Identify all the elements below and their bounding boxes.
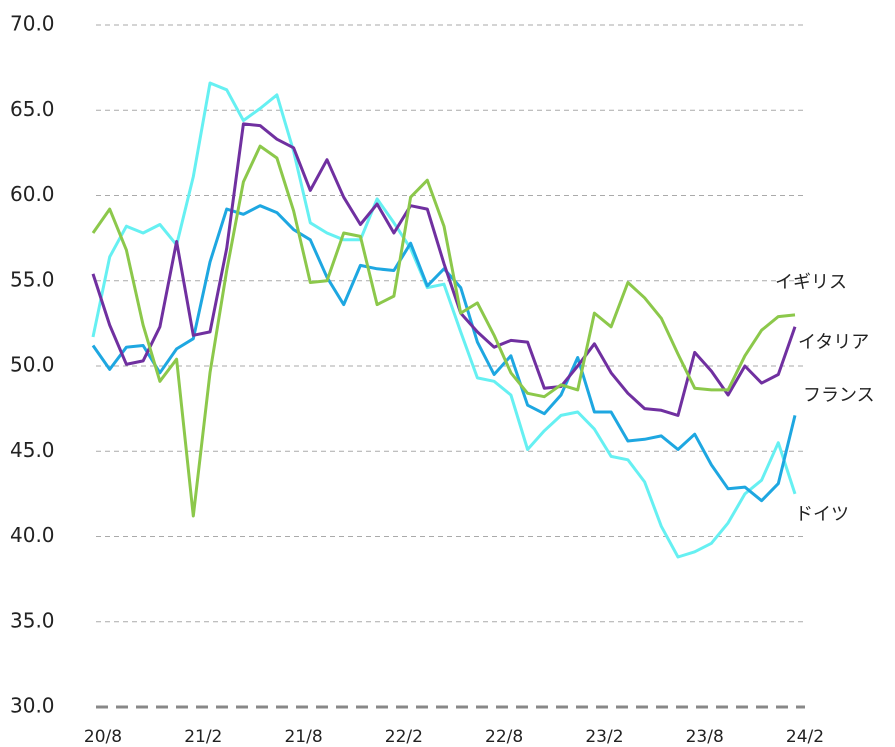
series-label: ドイツ <box>795 504 849 525</box>
y-tick-label: 65.0 <box>10 97 55 121</box>
series-line <box>91 122 797 417</box>
y-tick-label: 35.0 <box>10 608 55 632</box>
x-tick-label: 22/2 <box>385 727 423 747</box>
y-tick-label: 70.0 <box>10 12 55 36</box>
y-tick-label: 30.0 <box>10 694 55 718</box>
series-label: フランス <box>803 385 875 406</box>
x-tick-label: 22/8 <box>485 727 523 747</box>
y-tick-label: 60.0 <box>10 182 55 206</box>
x-tick-label: 21/2 <box>184 727 222 747</box>
x-tick-label: 24/2 <box>786 727 824 747</box>
series-line <box>91 144 796 518</box>
x-tick-label: 23/2 <box>585 727 623 747</box>
x-tick-label: 21/8 <box>284 727 322 747</box>
series-line <box>91 81 797 559</box>
series-label: イタリア <box>798 332 869 353</box>
y-tick-label: 55.0 <box>10 267 55 291</box>
series-line <box>91 204 797 503</box>
series-label: イギリス <box>775 272 847 293</box>
y-tick-label: 45.0 <box>10 438 55 462</box>
y-tick-label: 40.0 <box>10 523 55 547</box>
x-tick-label: 20/8 <box>84 727 122 747</box>
x-tick-label: 23/8 <box>686 727 724 747</box>
y-tick-label: 50.0 <box>10 353 55 377</box>
